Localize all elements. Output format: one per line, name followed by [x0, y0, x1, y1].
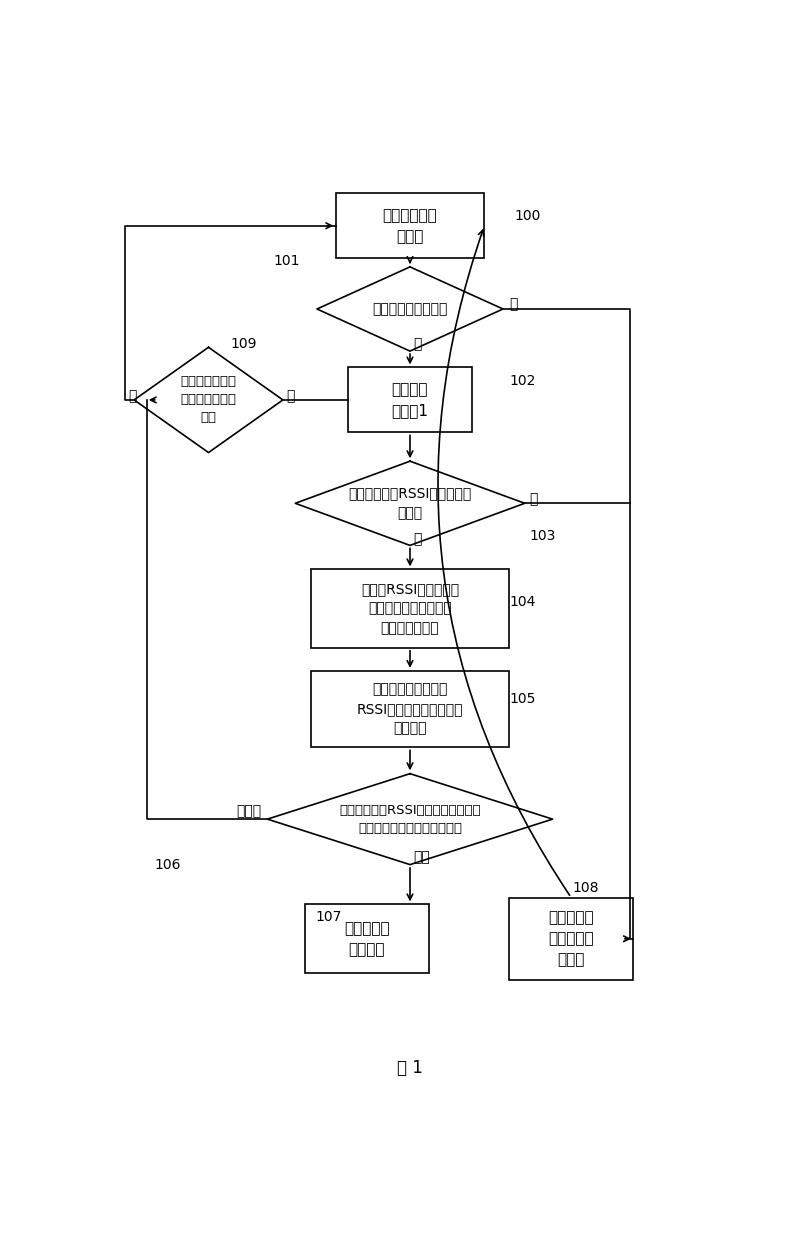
- Text: 是否有若干个RSSI值满足条件
的信道: 是否有若干个RSSI值满足条件 的信道: [348, 486, 472, 520]
- Text: 从满足RSSI值条件的信
道中按信道因子值大小
选出若干个信道: 从满足RSSI值条件的信 道中按信道因子值大小 选出若干个信道: [361, 582, 459, 635]
- Bar: [336, 193, 485, 259]
- Text: 计数，每
次自加1: 计数，每 次自加1: [391, 382, 429, 418]
- Bar: [510, 897, 634, 979]
- Bar: [348, 368, 472, 433]
- Text: 103: 103: [530, 528, 556, 543]
- Text: 否: 否: [286, 389, 294, 403]
- Text: 106: 106: [154, 858, 181, 873]
- Text: 发送拒绝分
配信道信息
给手机: 发送拒绝分 配信道信息 给手机: [548, 910, 594, 967]
- Text: 基站是否有空闲信道: 基站是否有空闲信道: [372, 302, 448, 316]
- Text: 109: 109: [230, 337, 257, 352]
- Text: 否: 否: [510, 297, 518, 311]
- Text: 104: 104: [510, 595, 535, 609]
- Text: 更新这些选中信道的
RSSI、信道优先级和信道
因子的值: 更新这些选中信道的 RSSI、信道优先级和信道 因子的值: [357, 682, 463, 736]
- Bar: [305, 905, 429, 973]
- Text: 否: 否: [530, 492, 538, 506]
- Text: 将此信道分
配给手机: 将此信道分 配给手机: [344, 921, 390, 957]
- Text: 接到手机的建
链请求: 接到手机的建 链请求: [382, 208, 438, 244]
- Bar: [310, 569, 509, 648]
- Text: 108: 108: [573, 881, 599, 895]
- Text: 105: 105: [510, 692, 535, 706]
- Bar: [310, 671, 509, 747]
- Text: 在更新后满足RSSI值条件的信道中寻
找一个信道因子值最大的信道: 在更新后满足RSSI值条件的信道中寻 找一个信道因子值最大的信道: [339, 804, 481, 834]
- Text: 未找到: 未找到: [236, 804, 262, 818]
- Text: 是: 是: [413, 337, 422, 352]
- Text: 是: 是: [413, 533, 422, 547]
- Text: 100: 100: [514, 209, 541, 224]
- Text: 图 1: 图 1: [397, 1059, 423, 1076]
- Text: 判断循环次数是
否大于设定循环
次数: 判断循环次数是 否大于设定循环 次数: [181, 375, 237, 424]
- Text: 107: 107: [316, 910, 342, 924]
- Text: 是: 是: [128, 389, 136, 403]
- Text: 找到: 找到: [413, 850, 430, 864]
- Text: 101: 101: [274, 254, 300, 268]
- Text: 102: 102: [510, 374, 535, 388]
